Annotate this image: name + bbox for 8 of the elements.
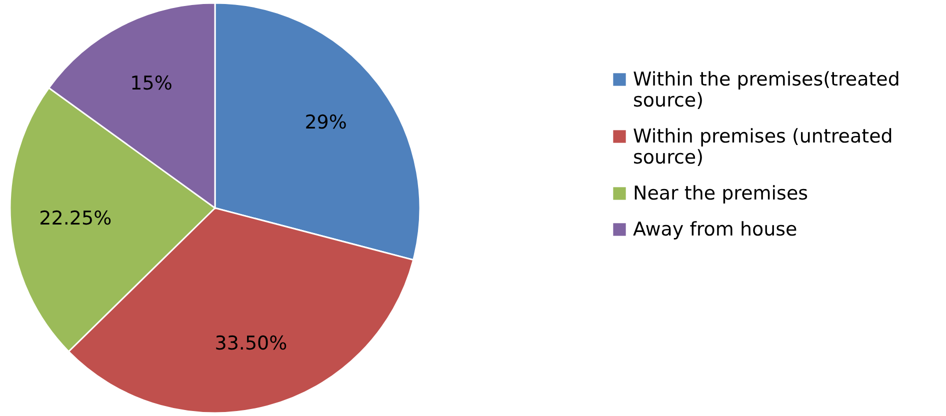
data-label: 29%: [304, 111, 347, 134]
legend-label: Within premises (untreated source): [633, 126, 893, 168]
data-label: 33.50%: [214, 332, 288, 354]
legend-label: Within the premises(treated source): [633, 68, 900, 112]
legend-label: Near the premises: [633, 182, 808, 204]
data-label: 22.25%: [39, 207, 112, 230]
data-label: 15%: [130, 72, 172, 94]
legend-label: Away from house: [633, 218, 798, 240]
